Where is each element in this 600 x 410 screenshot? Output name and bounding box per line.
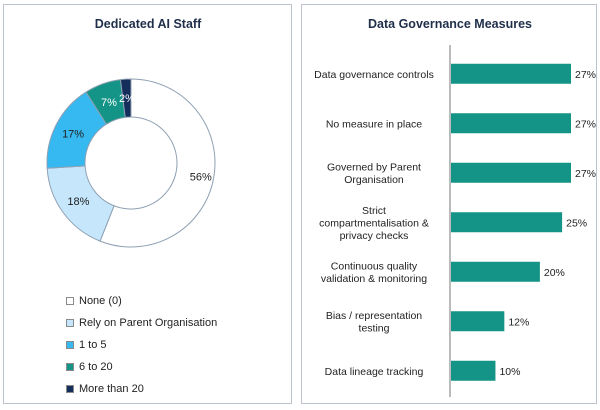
bar-value-strict-compartmentalisation-privacy-checks: 25% bbox=[566, 217, 587, 229]
bar-value-governed-by-parent-organisation: 27% bbox=[575, 168, 596, 180]
bar-strict-compartmentalisation-privacy-checks bbox=[451, 212, 563, 233]
legend-swatch-1-to-5 bbox=[66, 341, 74, 349]
legend-swatch-rely-on-parent-organisation bbox=[66, 319, 74, 327]
legend-label-6-to-20: 6 to 20 bbox=[79, 361, 113, 373]
legend-item-6-to-20: 6 to 20 bbox=[66, 356, 217, 378]
donut-chart: Dedicated AI Staff 56% 18% 17% 7% 2% bbox=[46, 17, 216, 248]
bar-data-lineage-tracking bbox=[451, 360, 496, 381]
donut-slice-more-than-20 bbox=[119, 78, 132, 118]
dedicated-ai-staff-panel: Dedicated AI Staff 56% 18% 17% 7% 2% None (0… bbox=[3, 4, 292, 404]
data-governance-panel: Data Governance Measures 27% Data governa… bbox=[301, 4, 597, 404]
donut-label-none-0: 56% bbox=[190, 171, 212, 183]
donut-label-1-to-5: 17% bbox=[62, 128, 84, 140]
legend-swatch-more-than-20 bbox=[66, 385, 74, 393]
bar-value-no-measure-in-place: 27% bbox=[575, 118, 596, 130]
legend-item-rely-on-parent-organisation: Rely on Parent Organisation bbox=[66, 312, 217, 334]
legend-swatch-6-to-20 bbox=[66, 363, 74, 371]
legend-label-none-0: None (0) bbox=[79, 295, 122, 307]
legend-item-none-0: None (0) bbox=[66, 290, 217, 312]
bar-governed-by-parent-organisation bbox=[451, 162, 571, 183]
legend-swatch-none-0 bbox=[66, 297, 74, 305]
donut-title: Dedicated AI Staff bbox=[95, 17, 202, 31]
donut-slice-none-0 bbox=[99, 78, 216, 248]
bar-continuous-quality-validation-monitoring bbox=[451, 261, 540, 282]
donut-legend: None (0) Rely on Parent Organisation 1 to … bbox=[66, 290, 217, 400]
bar-label-continuous-quality-validation-monitoring: Continuous quality validation & monitorin… bbox=[321, 261, 427, 286]
bar-title: Data Governance Measures bbox=[368, 17, 532, 31]
legend-item-1-to-5: 1 to 5 bbox=[66, 334, 217, 356]
bar-label-governed-by-parent-organisation: Governed by Parent Organisation bbox=[327, 162, 421, 187]
legend-item-more-than-20: More than 20 bbox=[66, 378, 217, 400]
donut-label-more-than-20: 2% bbox=[119, 93, 135, 105]
bar-label-no-measure-in-place: No measure in place bbox=[326, 118, 422, 130]
legend-label-rely-on-parent-organisation: Rely on Parent Organisation bbox=[79, 317, 218, 329]
bar-value-data-lineage-tracking: 10% bbox=[499, 366, 520, 378]
bar-chart: Data Governance Measures 27% Data governa… bbox=[314, 17, 596, 397]
bar-no-measure-in-place bbox=[451, 113, 571, 134]
bar-label-bias-representation-testing: Bias / representation testing bbox=[326, 310, 422, 335]
legend-label-more-than-20: More than 20 bbox=[79, 383, 144, 395]
bar-data-governance-controls bbox=[451, 63, 571, 84]
bar-label-data-governance-controls: Data governance controls bbox=[314, 69, 434, 81]
bar-value-data-governance-controls: 27% bbox=[575, 69, 596, 81]
donut-label-6-to-20: 7% bbox=[101, 97, 117, 109]
bar-value-bias-representation-testing: 12% bbox=[508, 316, 529, 328]
donut-label-rely-on-parent-organisation: 18% bbox=[67, 196, 89, 208]
bar-label-data-lineage-tracking: Data lineage tracking bbox=[325, 366, 424, 378]
bar-bias-representation-testing bbox=[451, 311, 505, 332]
legend-label-1-to-5: 1 to 5 bbox=[79, 339, 107, 351]
bar-value-continuous-quality-validation-monitoring: 20% bbox=[544, 267, 565, 279]
bar-label-strict-compartmentalisation-privacy-checks: Strict compartmentalisation & privacy chec… bbox=[319, 205, 429, 242]
